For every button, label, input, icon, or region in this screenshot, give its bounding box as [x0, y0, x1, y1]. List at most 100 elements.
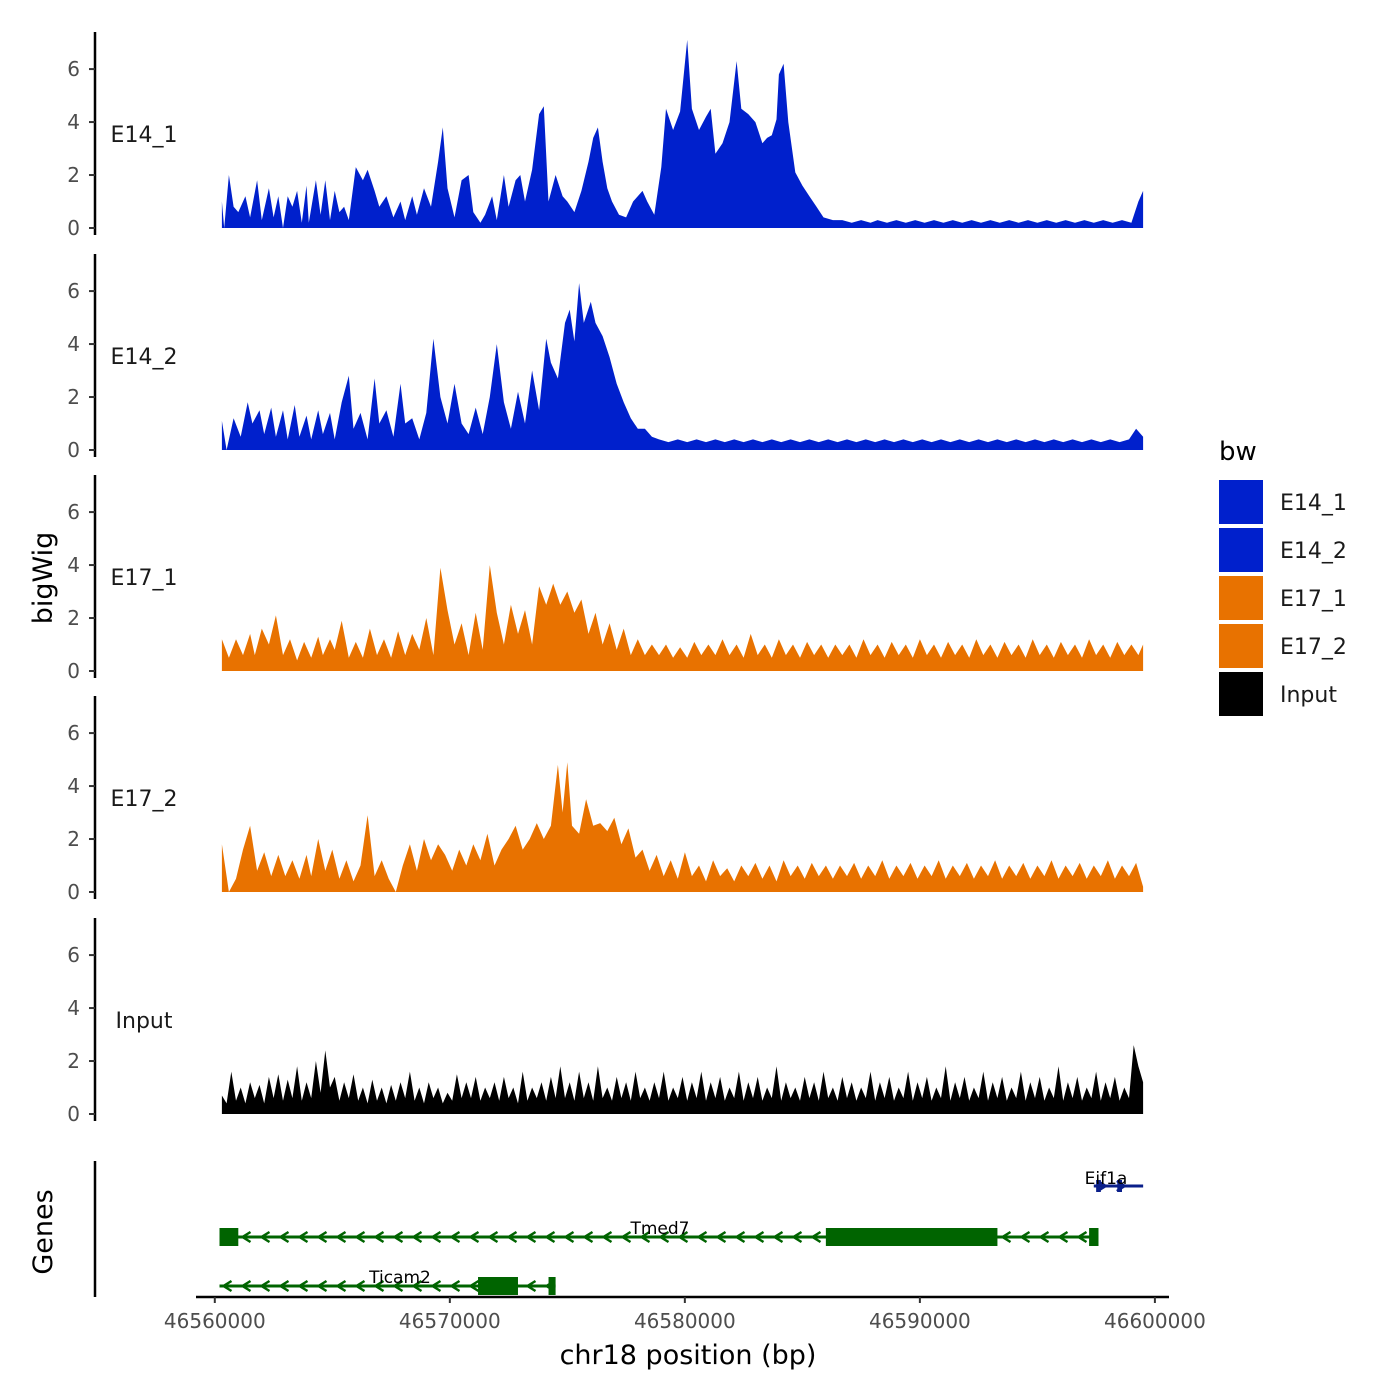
area-input: [221, 1045, 1144, 1114]
area-e17-1: [221, 565, 1144, 671]
x-tick-label: 46590000: [869, 1309, 971, 1333]
y-tick-label: 2: [67, 1049, 80, 1073]
strand-arrow: [449, 1279, 461, 1293]
legend-title: bw: [1219, 437, 1257, 467]
y-tick-label: 4: [67, 553, 80, 577]
strand-arrow: [373, 1279, 385, 1293]
strand-arrow: [734, 1230, 746, 1244]
strand-arrow: [658, 1230, 670, 1244]
y-tick-label: 2: [67, 385, 80, 409]
strand-arrow: [1019, 1230, 1031, 1244]
strand-arrow: [373, 1230, 385, 1244]
y-tick-label: 0: [67, 216, 80, 240]
strand-arrow: [525, 1230, 537, 1244]
y-tick-label: 0: [67, 438, 80, 462]
exon: [219, 1228, 239, 1246]
area-e14-2: [221, 283, 1144, 450]
legend-swatch: [1219, 480, 1263, 524]
legend-swatch: [1219, 576, 1263, 620]
exon: [478, 1277, 518, 1295]
legend: bw E14_1 E14_2 E17_1 E17_2 Input: [1219, 437, 1347, 716]
strand-arrow: [240, 1230, 252, 1244]
track-label-e17-1: E17_1: [111, 566, 178, 591]
track-label-e14-1: E14_1: [111, 123, 178, 148]
strand-arrow: [468, 1279, 480, 1293]
strand-arrow: [525, 1279, 537, 1293]
strand-arrow: [221, 1279, 233, 1293]
strand-arrow: [278, 1279, 290, 1293]
panel-e17-1: 0 2 4 6 E17_1: [67, 475, 1144, 683]
y-tick-label: 0: [67, 1102, 80, 1126]
x-axis-title: chr18 position (bp): [560, 1340, 817, 1371]
area-e17-2: [221, 762, 1144, 892]
strand-arrow: [430, 1279, 442, 1293]
genes-axis-title: Genes: [28, 1189, 59, 1274]
strand-arrow: [297, 1279, 309, 1293]
strand-arrow: [468, 1230, 480, 1244]
panel-input: 0 2 4 6 Input: [67, 918, 1144, 1126]
legend-label: Input: [1280, 683, 1337, 708]
legend-item-e17-2: E17_2: [1219, 624, 1347, 668]
track-label-e14-2: E14_2: [111, 345, 178, 370]
area-e14-1: [221, 39, 1144, 229]
x-tick-label: 46570000: [399, 1309, 501, 1333]
y-tick-label: 6: [67, 721, 80, 745]
strand-arrow: [1000, 1230, 1012, 1244]
strand-arrow: [1057, 1230, 1069, 1244]
strand-arrow: [620, 1230, 632, 1244]
legend-label: E14_2: [1280, 539, 1347, 564]
panel-e17-2: 0 2 4 6 E17_2: [67, 696, 1144, 904]
y-tick-label: 0: [67, 659, 80, 683]
strand-arrow: [316, 1279, 328, 1293]
track-label-input: Input: [116, 1009, 173, 1034]
strand-arrow: [411, 1230, 423, 1244]
track-label-e17-2: E17_2: [111, 787, 178, 812]
gene-label-tmed7: Tmed7: [629, 1219, 689, 1239]
panel-e14-1: 0 2 4 6 E14_1: [67, 32, 1144, 240]
exon: [548, 1277, 556, 1295]
x-tick-label: 46560000: [164, 1309, 266, 1333]
strand-arrow: [411, 1279, 423, 1293]
strand-arrow: [278, 1230, 290, 1244]
strand-arrow: [791, 1230, 803, 1244]
strand-arrow: [772, 1230, 784, 1244]
strand-arrow: [715, 1230, 727, 1244]
strand-arrow: [753, 1230, 765, 1244]
strand-arrow: [810, 1230, 822, 1244]
exon: [825, 1228, 998, 1246]
y-tick-label: 4: [67, 774, 80, 798]
y-tick-label: 6: [67, 500, 80, 524]
strand-arrow: [563, 1230, 575, 1244]
exon: [1089, 1228, 1099, 1246]
y-tick-label: 4: [67, 332, 80, 356]
strand-arrow: [354, 1279, 366, 1293]
strand-arrow: [259, 1279, 271, 1293]
y-tick-label: 6: [67, 279, 80, 303]
y-tick-label: 6: [67, 57, 80, 81]
strand-arrow: [259, 1230, 271, 1244]
gene-tmed7: Tmed7: [219, 1219, 1099, 1246]
strand-arrow: [487, 1230, 499, 1244]
gene-label-ticam2: Ticam2: [368, 1268, 431, 1288]
exon: [1096, 1180, 1101, 1192]
strand-arrow: [297, 1230, 309, 1244]
legend-item-e17-1: E17_1: [1219, 576, 1347, 620]
strand-arrow: [582, 1230, 594, 1244]
strand-arrow: [354, 1230, 366, 1244]
legend-item-e14-1: E14_1: [1219, 480, 1347, 524]
exon: [1117, 1180, 1122, 1192]
strand-arrow: [392, 1230, 404, 1244]
y-tick-label: 6: [67, 943, 80, 967]
strand-arrow: [335, 1279, 347, 1293]
y-tick-label: 4: [67, 996, 80, 1020]
strand-arrow: [544, 1230, 556, 1244]
x-tick-label: 46580000: [634, 1309, 736, 1333]
strand-arrow: [506, 1230, 518, 1244]
gene-ticam2: Ticam2: [219, 1268, 556, 1295]
strand-arrow: [696, 1230, 708, 1244]
legend-swatch: [1219, 528, 1263, 572]
legend-item-input: Input: [1219, 672, 1337, 716]
legend-swatch: [1219, 672, 1263, 716]
strand-arrow: [316, 1230, 328, 1244]
